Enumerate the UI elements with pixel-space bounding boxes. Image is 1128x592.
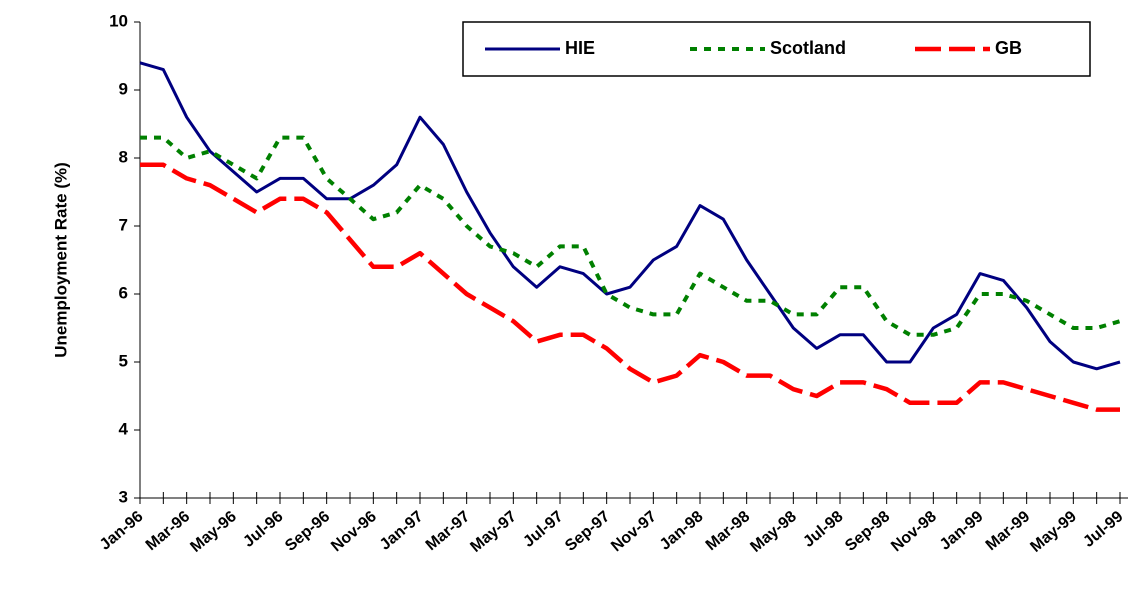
x-tick-label: Mar-96 (143, 508, 194, 554)
x-tick-label: Mar-98 (703, 508, 754, 554)
x-tick-label: Jan-98 (657, 508, 707, 554)
x-tick-label: Sep-97 (562, 508, 613, 555)
y-tick-label: 7 (119, 215, 128, 234)
x-tick-label: Jul-98 (800, 508, 846, 551)
x-tick-label: Sep-96 (282, 508, 333, 555)
legend-label: GB (995, 38, 1022, 58)
x-tick-label: Jul-96 (240, 508, 286, 551)
y-axis-label: Unemployment Rate (%) (51, 162, 70, 358)
x-tick-label: May-98 (747, 508, 800, 556)
x-tick-label: Nov-96 (328, 508, 380, 555)
legend-label: Scotland (770, 38, 846, 58)
x-tick-label: Jul-97 (520, 508, 566, 551)
x-tick-label: Jan-99 (937, 508, 987, 554)
y-tick-label: 3 (119, 487, 128, 506)
x-tick-label: May-99 (1027, 508, 1080, 556)
x-tick-label: Jan-96 (97, 508, 147, 554)
y-tick-label: 10 (109, 11, 128, 30)
x-tick-label: Mar-99 (983, 508, 1034, 554)
line-series (140, 162, 1120, 412)
line-series (140, 135, 1121, 337)
x-tick-label: Jan-97 (377, 508, 427, 554)
y-tick-label: 6 (119, 283, 128, 302)
x-tick-label: Jul-99 (1080, 508, 1126, 551)
y-tick-label: 4 (119, 419, 129, 438)
x-tick-label: Nov-98 (888, 508, 940, 555)
x-tick-label: Mar-97 (423, 508, 474, 554)
legend-label: HIE (565, 38, 595, 58)
x-tick-label: May-97 (467, 508, 520, 556)
y-tick-label: 8 (119, 147, 128, 166)
x-tick-label: Nov-97 (608, 508, 660, 555)
y-tick-label: 9 (119, 79, 128, 98)
y-tick-label: 5 (119, 351, 128, 370)
x-tick-label: May-96 (187, 508, 240, 556)
x-tick-label: Sep-98 (842, 508, 893, 555)
line-series (139, 61, 1121, 371)
